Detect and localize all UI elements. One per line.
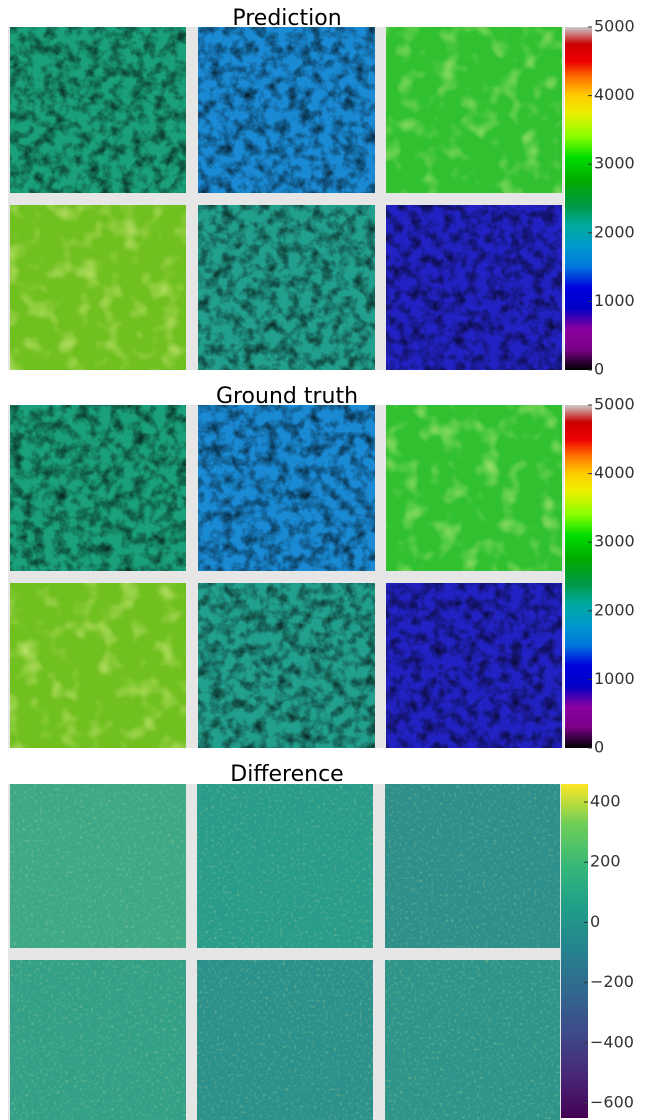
panel-group	[8, 27, 564, 370]
panel-title: Ground truth	[216, 384, 358, 409]
image-texture	[10, 960, 186, 1120]
colorbar-tick-label: 1000	[594, 669, 635, 688]
colorbar-tick-label: 2000	[594, 222, 635, 241]
image-texture	[198, 405, 375, 571]
panel-title: Difference	[230, 762, 343, 787]
image-texture	[385, 784, 560, 948]
colorbar-tick-label: 400	[590, 792, 621, 811]
image-texture	[197, 784, 373, 948]
image-texture	[10, 205, 186, 370]
image-texture	[10, 27, 186, 193]
colorbar-tick-label: 0	[594, 360, 604, 379]
colorbar-tick-label: −600	[590, 1092, 634, 1111]
image-texture	[197, 960, 373, 1120]
colorbar-tick-label: 3000	[594, 532, 635, 551]
image-texture	[10, 583, 186, 748]
colorbar-tick-label: 1000	[594, 291, 635, 310]
image-texture	[386, 583, 562, 748]
colorbar	[565, 405, 592, 748]
colorbar-tick-label: 0	[590, 912, 600, 931]
colorbar-tick-label: 3000	[594, 154, 635, 173]
panel-group	[8, 405, 564, 748]
colorbar-tick-label: 200	[590, 852, 621, 871]
panel-group	[8, 784, 562, 1120]
image-texture	[198, 583, 375, 748]
colorbar-tick-label: 0	[594, 738, 604, 757]
colorbar	[565, 27, 592, 370]
panel-title: Prediction	[232, 6, 341, 31]
colorbar-tick-label: 5000	[594, 395, 635, 414]
colorbar-tick-label: −200	[590, 972, 634, 991]
image-texture	[386, 405, 562, 571]
colorbar-tick-label: 2000	[594, 600, 635, 619]
image-texture	[198, 205, 375, 370]
colorbar-tick-label: 5000	[594, 17, 635, 36]
colorbar	[561, 784, 588, 1118]
image-texture	[386, 27, 562, 193]
colorbar-tick-label: −400	[590, 1032, 634, 1051]
image-texture	[198, 27, 375, 193]
image-texture	[385, 960, 560, 1120]
colorbar-tick-label: 4000	[594, 463, 635, 482]
image-texture	[10, 784, 186, 948]
colorbar-tick-label: 4000	[594, 85, 635, 104]
image-texture	[10, 405, 186, 571]
image-texture	[386, 205, 562, 370]
